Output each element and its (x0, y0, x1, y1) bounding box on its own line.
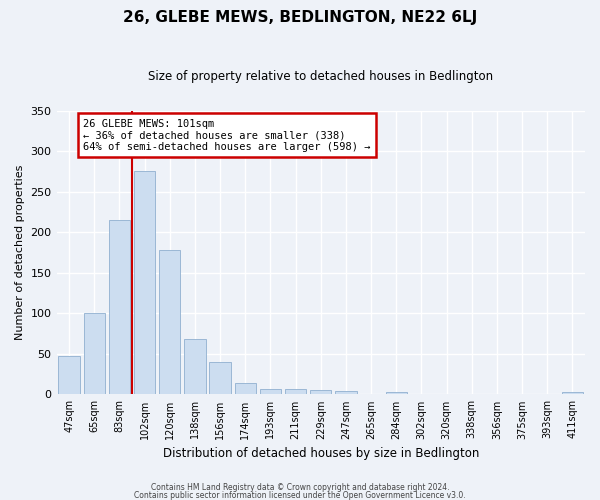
Title: Size of property relative to detached houses in Bedlington: Size of property relative to detached ho… (148, 70, 493, 83)
Bar (562, 392, 583, 394)
Text: 26, GLEBE MEWS, BEDLINGTON, NE22 6LJ: 26, GLEBE MEWS, BEDLINGTON, NE22 6LJ (123, 10, 477, 25)
X-axis label: Distribution of detached houses by size in Bedlington: Distribution of detached houses by size … (163, 447, 479, 460)
Bar (159, 250, 181, 394)
Bar (83, 314, 105, 394)
Bar (134, 172, 155, 394)
Bar (58, 356, 80, 395)
Text: Contains public sector information licensed under the Open Government Licence v3: Contains public sector information licen… (134, 491, 466, 500)
Bar (184, 340, 206, 394)
Bar (335, 391, 356, 394)
Bar (235, 383, 256, 394)
Bar (310, 390, 331, 394)
Text: 26 GLEBE MEWS: 101sqm
← 36% of detached houses are smaller (338)
64% of semi-det: 26 GLEBE MEWS: 101sqm ← 36% of detached … (83, 118, 370, 152)
Text: Contains HM Land Registry data © Crown copyright and database right 2024.: Contains HM Land Registry data © Crown c… (151, 484, 449, 492)
Y-axis label: Number of detached properties: Number of detached properties (15, 165, 25, 340)
Bar (260, 389, 281, 394)
Bar (209, 362, 231, 394)
Bar (285, 389, 307, 394)
Bar (386, 392, 407, 394)
Bar (109, 220, 130, 394)
